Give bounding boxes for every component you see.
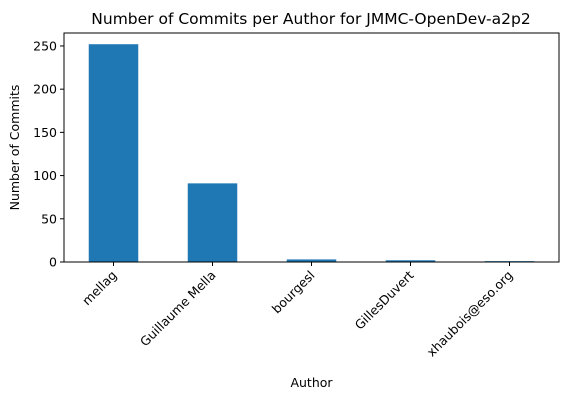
x-tick-label-2: bourgesl [269, 268, 318, 317]
y-tick-label-3: 150 [33, 125, 57, 140]
x-tick-label-0: mellag [79, 268, 120, 309]
bar-0 [88, 44, 139, 262]
y-tick-label-4: 200 [33, 82, 57, 97]
bars-group [88, 44, 535, 262]
x-tick-label-4: xhaubois@eso.org [424, 268, 516, 360]
y-tick-label-0: 0 [49, 255, 57, 270]
y-tick-label-5: 250 [33, 38, 57, 53]
bar-1 [187, 183, 238, 262]
y-axis-ticks: 0 50 100 150 200 250 [33, 38, 64, 270]
x-axis-ticks: mellag Guillaume Mella bourgesl GillesDuver… [79, 262, 516, 359]
y-axis-label: Number of Commits [7, 85, 22, 211]
bar-2 [286, 259, 337, 262]
x-tick-label-3: GillesDuvert [352, 267, 417, 332]
x-axis-label: Author [290, 375, 333, 390]
y-tick-label-2: 100 [33, 168, 57, 183]
y-tick-label-1: 50 [41, 211, 57, 226]
bar-3 [385, 260, 436, 262]
x-tick-label-1: Guillaume Mella [137, 268, 219, 350]
chart-title: Number of Commits per Author for JMMC-Op… [91, 10, 530, 28]
plot-frame [63, 32, 560, 263]
